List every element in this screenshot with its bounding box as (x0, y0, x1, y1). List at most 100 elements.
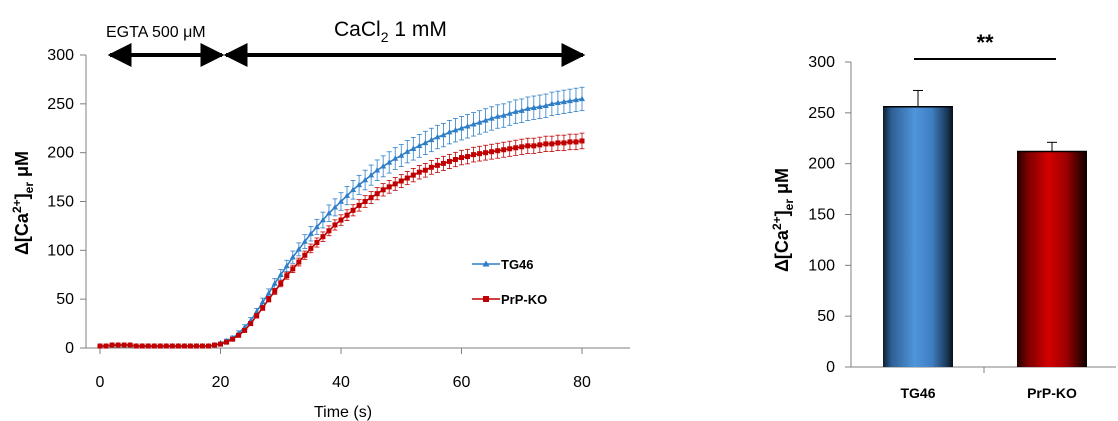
data-point (272, 288, 278, 294)
data-point (362, 176, 369, 183)
data-point (500, 112, 507, 118)
data-point (350, 207, 356, 213)
bar-y-tick-label: 100 (808, 257, 835, 274)
data-point (314, 240, 320, 246)
data-point (266, 296, 272, 302)
data-point (518, 107, 525, 113)
data-point (458, 125, 465, 131)
data-point (380, 163, 387, 169)
y-tick-label: 200 (47, 145, 74, 162)
data-point (344, 192, 351, 198)
x-tick-label: 20 (212, 374, 230, 391)
line-chart-annotations: EGTA 500 μM CaCl2 1 mM (106, 18, 586, 67)
bar-tg46 (883, 106, 953, 367)
data-point (362, 199, 368, 204)
bar-y-tick-label: 300 (808, 54, 835, 71)
line-chart-axes: 0 50 100 150 200 250 300 0 20 40 60 80 (47, 47, 630, 391)
data-point (344, 212, 350, 218)
data-point (331, 204, 338, 210)
line-chart-series (97, 86, 585, 349)
bar-y-tick-label: 250 (808, 105, 835, 122)
data-point (416, 142, 423, 149)
data-point (548, 100, 555, 107)
data-point (471, 152, 477, 158)
data-point (573, 139, 579, 145)
bar-y-tick-label: 150 (808, 207, 835, 224)
data-point (488, 115, 495, 121)
data-point (512, 108, 519, 114)
data-point (338, 217, 344, 223)
data-point (307, 230, 314, 236)
data-point (501, 147, 507, 153)
y-axis-title-right: Δ[Ca2+]er μM (770, 168, 796, 272)
series-line (100, 140, 583, 347)
y-tick-label: 0 (65, 340, 74, 357)
y-tick-label: 150 (47, 194, 74, 211)
data-point (199, 343, 205, 349)
data-point (410, 172, 416, 178)
data-point (428, 164, 434, 170)
egta-annotation-label: EGTA 500 μM (106, 24, 206, 41)
bar-y-tick-label: 50 (817, 308, 835, 325)
y-tick-label: 100 (47, 242, 74, 259)
data-point (296, 259, 302, 265)
data-point (139, 343, 145, 349)
data-point (313, 223, 320, 230)
data-point (350, 186, 357, 192)
data-point (242, 327, 248, 333)
data-point (434, 162, 440, 168)
data-point (187, 343, 193, 349)
data-point (265, 290, 272, 296)
data-point (284, 273, 290, 279)
data-point (319, 216, 326, 223)
data-point (513, 145, 519, 151)
bar-category-label: TG46 (900, 385, 935, 401)
data-point (295, 246, 302, 252)
data-point (572, 96, 579, 103)
data-point (459, 155, 464, 161)
data-point (163, 343, 169, 349)
legend-marker (482, 260, 490, 267)
bar-chart: 0 50 100 150 200 250 300 TG46 PrP-KO Δ[Ca2+]er … (770, 30, 1116, 401)
data-point (567, 139, 573, 145)
data-point (121, 342, 127, 348)
data-point (151, 343, 157, 349)
data-point (133, 343, 139, 349)
data-point (259, 298, 266, 305)
data-point (277, 271, 284, 277)
data-point (386, 184, 392, 190)
line-chart-legend: TG46 PrP-KO (472, 257, 547, 307)
data-point (283, 262, 290, 269)
data-point (386, 159, 393, 165)
data-point (157, 343, 163, 349)
data-point (271, 280, 278, 286)
data-point (536, 103, 543, 109)
data-point (181, 343, 187, 349)
data-point (507, 146, 513, 152)
bar-chart-bars: TG46 PrP-KO (883, 89, 1087, 401)
data-point (193, 343, 199, 349)
data-point (566, 97, 573, 104)
data-point (519, 144, 525, 150)
data-point (428, 136, 435, 143)
y-tick-label: 300 (47, 47, 74, 64)
cacl2-annotation-label: CaCl2 1 mM (334, 18, 447, 45)
data-point (537, 142, 543, 148)
data-point (476, 119, 483, 125)
data-point (440, 131, 447, 138)
series-prp-ko (97, 132, 585, 349)
data-point (465, 154, 471, 160)
data-point (561, 140, 567, 146)
data-point (169, 343, 175, 349)
data-point (452, 157, 458, 163)
data-point (278, 281, 284, 287)
x-tick-label: 40 (332, 374, 350, 391)
data-point (543, 141, 549, 147)
data-point (549, 141, 555, 147)
data-point (320, 234, 326, 240)
data-point (489, 149, 495, 155)
data-point (368, 171, 375, 178)
data-point (506, 110, 513, 116)
data-point (109, 342, 115, 348)
data-point (145, 343, 151, 349)
